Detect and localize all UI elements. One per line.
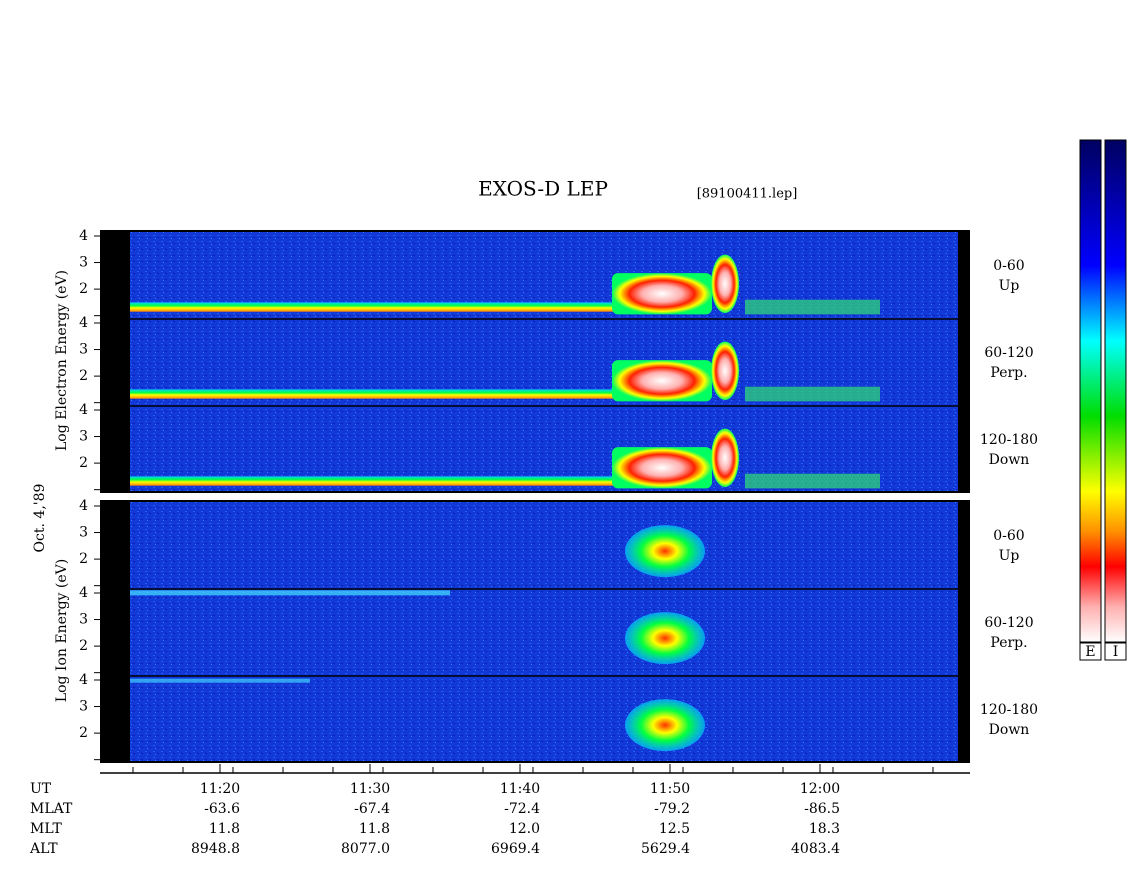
ephemeris-value: -86.5 xyxy=(804,801,840,817)
y-axis-label: Log Electron Energy (eV) xyxy=(54,270,70,451)
colorbar-label-box xyxy=(1079,642,1102,661)
colorbar-label: E xyxy=(1085,644,1095,660)
hot-region xyxy=(711,428,739,488)
y-tick-label: 4 xyxy=(79,672,88,688)
ephemeris-value: 11:50 xyxy=(650,781,690,797)
y-tick-label: 2 xyxy=(79,368,88,384)
file-label: [89100411.lep] xyxy=(697,187,798,202)
y-tick-label: 3 xyxy=(79,699,88,715)
ephemeris-value: 5629.4 xyxy=(641,841,690,857)
date-label: Oct. 4,'89 xyxy=(32,484,48,553)
weak-band xyxy=(745,386,880,402)
ion-region xyxy=(625,699,705,752)
ephemeris-label: MLAT xyxy=(30,801,73,817)
panel-direction: Perp. xyxy=(990,365,1027,381)
y-tick-label: 4 xyxy=(79,498,88,514)
weak-band xyxy=(745,299,880,315)
panel-direction: Up xyxy=(999,548,1020,564)
y-tick-label: 4 xyxy=(79,228,88,244)
y-tick-label: 3 xyxy=(79,342,88,358)
panel-range: 120-180 xyxy=(980,432,1038,448)
y-tick-label: 2 xyxy=(79,455,88,471)
ephemeris-value: 11:40 xyxy=(500,781,540,797)
ephemeris-value: 11.8 xyxy=(209,821,240,837)
y-tick-label: 2 xyxy=(79,725,88,741)
panel-direction: Perp. xyxy=(990,635,1027,651)
y-tick-label: 3 xyxy=(79,255,88,271)
y-tick-label: 2 xyxy=(79,281,88,297)
panel-direction: Down xyxy=(989,722,1030,738)
y-tick-label: 3 xyxy=(79,612,88,628)
y-tick-label: 3 xyxy=(79,525,88,541)
ephemeris-value: 11:30 xyxy=(350,781,390,797)
y-tick-label: 4 xyxy=(79,402,88,418)
hot-region xyxy=(612,360,712,402)
hot-region xyxy=(612,447,712,489)
y-tick-label: 4 xyxy=(79,585,88,601)
ephemeris-value: 6969.4 xyxy=(491,841,540,857)
ephemeris-value: 12:00 xyxy=(800,781,840,797)
y-tick-label: 4 xyxy=(79,315,88,331)
panel-direction: Up xyxy=(999,278,1020,294)
colorbar-label: I xyxy=(1113,644,1119,660)
energy-band xyxy=(130,476,615,486)
y-axis-label: Log Ion Energy (eV) xyxy=(54,559,70,702)
ephemeris-value: 8948.8 xyxy=(191,841,240,857)
ephemeris-value: -63.6 xyxy=(204,801,240,817)
hot-region xyxy=(711,341,739,401)
y-tick-label: 3 xyxy=(79,429,88,445)
panel-range: 60-120 xyxy=(984,345,1033,361)
ion-band xyxy=(130,590,450,596)
chart-title: EXOS-D LEP xyxy=(478,177,608,201)
colorbar xyxy=(1079,139,1102,643)
ephemeris-value: -67.4 xyxy=(354,801,390,817)
hot-region xyxy=(612,273,712,315)
panel-range: 0-60 xyxy=(993,528,1024,544)
spectrogram xyxy=(130,502,958,761)
ephemeris-value: 18.3 xyxy=(809,821,840,837)
colorbar-label-box xyxy=(1104,642,1127,661)
ephemeris-value: 11.8 xyxy=(359,821,390,837)
panel-range: 60-120 xyxy=(984,615,1033,631)
colorbar xyxy=(1104,139,1127,643)
weak-band xyxy=(745,473,880,489)
ephemeris-value: 11:20 xyxy=(200,781,240,797)
ephemeris-value: -72.4 xyxy=(504,801,540,817)
y-tick-label: 2 xyxy=(79,551,88,567)
panel-direction: Down xyxy=(989,452,1030,468)
ion-region xyxy=(625,612,705,665)
ephemeris-label: ALT xyxy=(29,841,58,857)
spectrogram xyxy=(130,232,958,491)
ion-band xyxy=(130,678,310,683)
ephemeris-label: MLT xyxy=(30,821,62,837)
ephemeris-value: 12.5 xyxy=(659,821,690,837)
ephemeris-label: UT xyxy=(30,781,52,797)
hot-region xyxy=(711,254,739,314)
ephemeris-value: 8077.0 xyxy=(341,841,390,857)
ion-region xyxy=(625,525,705,578)
ephemeris-value: -79.2 xyxy=(654,801,690,817)
panel-range: 0-60 xyxy=(993,258,1024,274)
panel-range: 120-180 xyxy=(980,702,1038,718)
energy-band xyxy=(130,389,615,399)
ephemeris-value: 12.0 xyxy=(509,821,540,837)
ephemeris-value: 4083.4 xyxy=(791,841,840,857)
energy-band xyxy=(130,302,615,312)
y-tick-label: 2 xyxy=(79,638,88,654)
